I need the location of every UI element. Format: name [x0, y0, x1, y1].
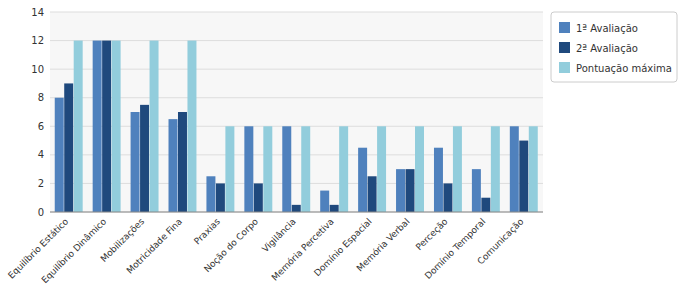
plot-background	[50, 12, 543, 212]
series	[55, 41, 519, 212]
bar	[93, 41, 102, 212]
legend-swatch	[559, 42, 570, 53]
bar	[434, 148, 443, 212]
bar	[292, 205, 301, 212]
bar	[150, 41, 159, 212]
y-tick-label: 0	[38, 207, 44, 218]
bar	[74, 41, 83, 212]
bar	[169, 119, 178, 212]
legend-frame	[551, 12, 677, 82]
bar	[330, 205, 339, 212]
bar	[510, 126, 519, 212]
bar	[406, 169, 415, 212]
y-tick-label: 4	[38, 149, 44, 160]
bar	[415, 126, 424, 212]
bar	[491, 126, 500, 212]
grid-line	[50, 12, 543, 13]
x-tick-label: Equilíbrio Dinâmico	[40, 216, 109, 285]
legend-label: Pontuação máxima	[576, 63, 672, 74]
bar	[481, 198, 490, 212]
bar	[140, 105, 149, 212]
bar	[301, 126, 310, 212]
bar	[187, 41, 196, 212]
bar	[102, 41, 111, 212]
x-tick-label: Motricidade Fina	[125, 216, 184, 275]
y-tick-label: 8	[38, 92, 44, 103]
bar	[131, 112, 140, 212]
x-tick-label: Domínio Temporal	[423, 216, 488, 281]
grid-line	[50, 126, 543, 127]
x-tick-label: Vigilância	[260, 216, 298, 254]
series	[64, 41, 528, 212]
bar	[519, 141, 528, 212]
x-axis: Equilíbrio EstáticoEquilíbrio Dinâmico Mo…	[6, 216, 526, 285]
bar	[453, 126, 462, 212]
bar	[396, 169, 405, 212]
bar	[339, 126, 348, 212]
bar	[368, 176, 377, 212]
grid-line	[50, 183, 543, 184]
grid-line	[50, 40, 543, 41]
bar	[216, 183, 225, 212]
grid-line	[50, 212, 543, 213]
bar	[254, 183, 263, 212]
bar	[358, 148, 367, 212]
legend: 1ª Avaliação 2ª Avaliação Pontuação máxima	[551, 12, 677, 82]
legend-swatch	[559, 22, 570, 33]
series	[74, 41, 538, 212]
bar	[206, 176, 215, 212]
bar	[225, 126, 234, 212]
x-axis-line	[50, 212, 543, 213]
y-axis: 0 2 4 6 8 10 12 14	[31, 7, 44, 218]
bars	[55, 41, 538, 212]
bar	[529, 126, 538, 212]
grid-line	[50, 154, 543, 155]
x-tick-label: Memória Verbal	[355, 216, 412, 273]
chart-svg: 0 2 4 6 8 10 12 14 Equilíbrio EstáticoEquilíbrio…	[0, 0, 683, 292]
bar	[64, 83, 73, 212]
bar	[320, 191, 329, 212]
grid-line	[50, 69, 543, 70]
bar	[472, 169, 481, 212]
legend-swatch	[559, 62, 570, 73]
x-tick-label: Praxias	[192, 216, 222, 246]
x-tick-label: Comunicação	[475, 216, 525, 266]
y-tick-label: 12	[31, 35, 44, 46]
legend-label: 1ª Avaliação	[576, 23, 638, 34]
y-tick-label: 2	[38, 178, 44, 189]
bar	[443, 183, 452, 212]
legend-label: 2ª Avaliação	[576, 43, 638, 54]
bar	[244, 126, 253, 212]
y-tick-label: 14	[31, 7, 44, 18]
bar	[377, 126, 386, 212]
y-grid	[50, 12, 543, 212]
y-tick-label: 10	[31, 64, 44, 75]
grid-line	[50, 97, 543, 98]
x-tick-label: Equilíbrio Estático	[6, 216, 71, 281]
bar	[55, 98, 64, 212]
bar	[178, 112, 187, 212]
y-tick-label: 6	[38, 121, 44, 132]
bar	[112, 41, 121, 212]
x-tick-label: Noção do Corpo	[202, 216, 260, 274]
bar	[282, 126, 291, 212]
chart-container: 0 2 4 6 8 10 12 14 Equilíbrio EstáticoEquilíbrio…	[0, 0, 683, 292]
x-tick-label: Perceção	[414, 216, 450, 252]
bar	[263, 126, 272, 212]
x-tick-label: Memória Percetiva	[270, 216, 336, 282]
